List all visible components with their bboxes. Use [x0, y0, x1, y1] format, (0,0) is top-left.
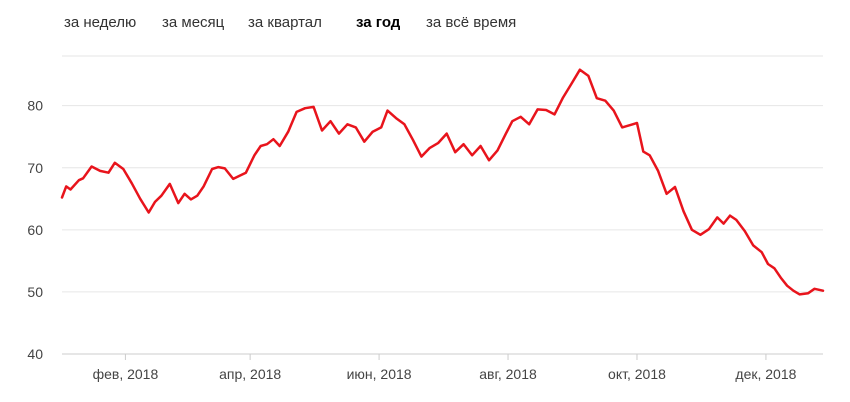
tab-month[interactable]: за месяц — [162, 14, 225, 31]
tab-all-time[interactable]: за всё время — [426, 14, 517, 31]
x-tick-label: авг, 2018 — [479, 366, 537, 382]
tab-week[interactable]: за неделю — [64, 14, 137, 31]
y-tick-label: 40 — [27, 346, 43, 362]
y-tick-label: 80 — [27, 98, 43, 114]
series-line — [60, 68, 825, 296]
y-tick-label: 60 — [27, 222, 43, 238]
y-tick-label: 70 — [27, 160, 43, 176]
x-tick-label: апр, 2018 — [219, 366, 281, 382]
x-tick-label: июн, 2018 — [347, 366, 412, 382]
x-tick-label: фев, 2018 — [93, 366, 159, 382]
x-tick-label: окт, 2018 — [608, 366, 666, 382]
tab-year[interactable]: за год — [356, 14, 401, 31]
tab-quarter[interactable]: за квартал — [248, 14, 322, 31]
y-tick-label: 50 — [27, 284, 43, 300]
x-tick-label: дек, 2018 — [735, 366, 796, 382]
